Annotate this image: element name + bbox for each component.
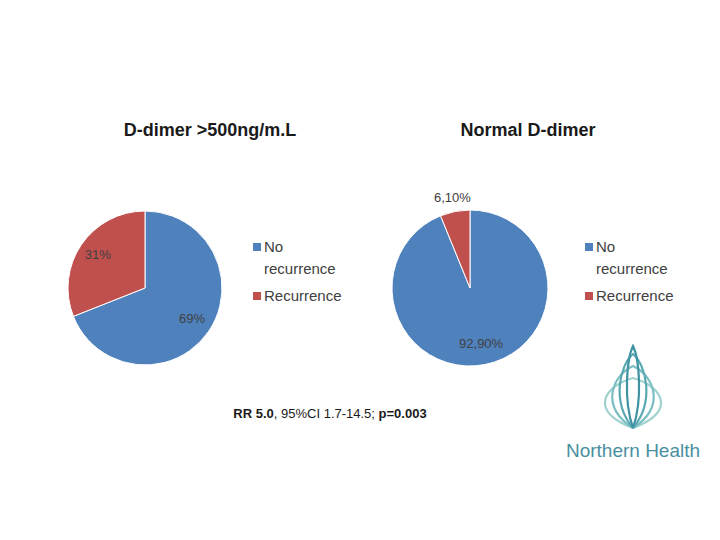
pie-slices — [392, 210, 548, 366]
data-label: 31% — [85, 247, 111, 262]
chart-title: D-dimer >500ng/m.L — [124, 120, 297, 140]
pie-slice — [68, 211, 145, 316]
pie-chart: D-dimer >500ng/m.L 69% 31% No recurrence Recu… — [68, 120, 342, 365]
data-label: 6,10% — [434, 190, 471, 205]
logo-petal — [620, 354, 647, 428]
pie-chart: Normal D-dimer 92,90% 6,10% No recurrence Rec… — [392, 120, 674, 366]
pie-slice — [392, 210, 548, 366]
legend-line: No — [264, 238, 283, 255]
logo: Northern Health — [566, 346, 700, 461]
legend-label: Recurrence — [596, 287, 674, 304]
legend-item: Recurrence — [253, 287, 342, 304]
legend-label: No recurrence — [596, 238, 668, 277]
chart-canvas: D-dimer >500ng/m.L 69% 31% No recurrence Recu… — [0, 0, 720, 540]
legend: No recurrence Recurrence — [253, 238, 342, 304]
legend-line: recurrence — [264, 260, 336, 277]
legend-swatch — [253, 243, 261, 251]
annotation-part: p=0.003 — [379, 406, 427, 421]
legend-item: No recurrence — [253, 238, 336, 277]
logo-petal — [627, 346, 639, 428]
data-label: 69% — [179, 311, 205, 326]
logo-text: Northern Health — [566, 440, 700, 461]
legend-label: No recurrence — [264, 238, 336, 277]
data-labels: 69% 31% — [85, 247, 206, 326]
legend-swatch — [253, 292, 261, 300]
chart-title: Normal D-dimer — [460, 120, 595, 140]
annotation: RR 5.0, 95%CI 1.7-14.5; p=0.003 — [233, 406, 426, 421]
legend-swatch — [585, 243, 593, 251]
legend-swatch — [585, 292, 593, 300]
logo-petal — [612, 366, 653, 428]
legend-line: recurrence — [596, 260, 668, 277]
data-labels: 92,90% 6,10% — [434, 190, 504, 351]
legend-line: Recurrence — [264, 287, 342, 304]
annotation-part: RR 5.0 — [233, 406, 273, 421]
legend-item: Recurrence — [585, 287, 674, 304]
legend-label: Recurrence — [264, 287, 342, 304]
data-label: 92,90% — [459, 336, 504, 351]
pie-slices — [68, 211, 222, 365]
annotation-part: , 95%CI 1.7-14.5; — [274, 406, 379, 421]
legend: No recurrence Recurrence — [585, 238, 674, 304]
pie-slice — [441, 210, 470, 288]
legend-item: No recurrence — [585, 238, 668, 277]
legend-line: Recurrence — [596, 287, 674, 304]
legend-line: No — [596, 238, 615, 255]
